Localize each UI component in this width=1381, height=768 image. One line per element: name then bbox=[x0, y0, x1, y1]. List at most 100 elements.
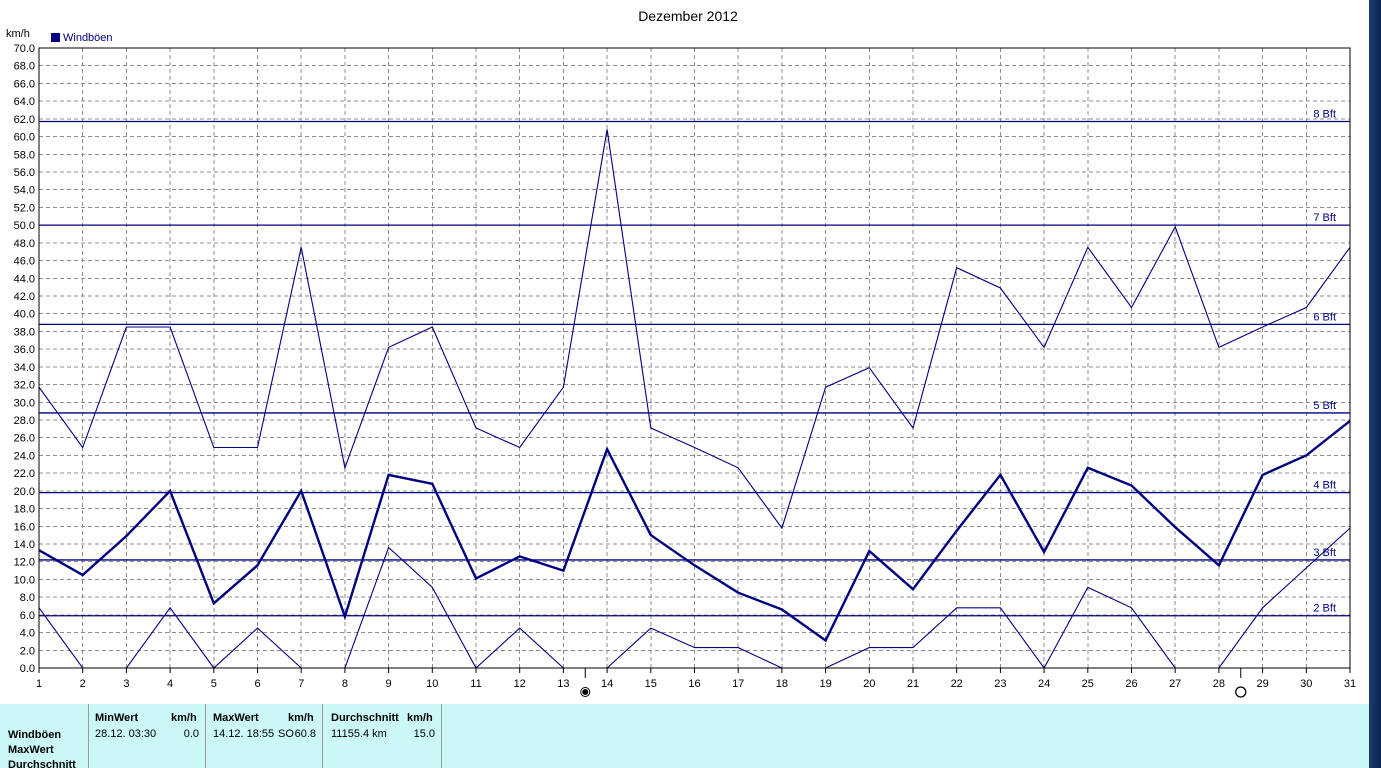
x-tick-label: 7 bbox=[298, 678, 304, 690]
y-tick-label: 40.0 bbox=[14, 309, 35, 321]
x-tick-label: 1 bbox=[36, 678, 42, 690]
legend: Windböen bbox=[51, 32, 113, 44]
max-unit: km/h bbox=[288, 712, 314, 724]
x-tick-label: 26 bbox=[1125, 678, 1137, 690]
y-tick-label: 34.0 bbox=[14, 362, 35, 374]
x-tick-label: 9 bbox=[386, 678, 392, 690]
x-tick-label: 31 bbox=[1344, 678, 1356, 690]
x-tick-label: 19 bbox=[819, 678, 831, 690]
x-tick-label: 28 bbox=[1213, 678, 1225, 690]
beaufort-label: 6 Bft bbox=[1313, 311, 1336, 323]
stats-row-labels: Windböen MaxWert Durchschnitt bbox=[8, 728, 76, 768]
avg-header: Durchschnitt bbox=[331, 712, 399, 724]
x-tick-label: 11 bbox=[470, 678, 481, 690]
series-line-average bbox=[38, 419, 1351, 643]
y-tick-label: 58.0 bbox=[14, 149, 35, 161]
x-tick-label: 8 bbox=[342, 678, 348, 690]
y-tick-label: 52.0 bbox=[14, 202, 35, 214]
moon-phases bbox=[580, 668, 1247, 698]
y-tick-label: 38.0 bbox=[14, 326, 35, 338]
y-tick-label: 66.0 bbox=[14, 78, 35, 90]
avg-unit: km/h bbox=[407, 712, 433, 724]
y-tick-label: 6.0 bbox=[20, 610, 35, 622]
max-when: 14.12. 18:55 bbox=[213, 728, 275, 740]
y-tick-label: 24.0 bbox=[14, 450, 35, 462]
legend-swatch bbox=[51, 33, 60, 42]
avg-distance: 11155.4 km bbox=[331, 728, 387, 740]
new-moon-icon-core bbox=[582, 689, 589, 695]
x-tick-label: 25 bbox=[1082, 678, 1094, 690]
y-tick-label: 20.0 bbox=[14, 486, 35, 498]
beaufort-label: 2 Bft bbox=[1313, 603, 1336, 615]
max-column: MaxWert km/h 14.12. 18:55 SO 60.8 bbox=[205, 704, 322, 768]
x-tick-label: 14 bbox=[601, 678, 613, 690]
beaufort-label: 8 Bft bbox=[1313, 109, 1336, 121]
y-tick-label: 42.0 bbox=[14, 291, 35, 303]
x-tick-label: 4 bbox=[167, 678, 173, 690]
y-tick-label: 14.0 bbox=[14, 539, 35, 551]
y-tick-label: 64.0 bbox=[14, 96, 35, 108]
min-unit: km/h bbox=[171, 712, 197, 724]
x-tick-label: 12 bbox=[514, 678, 526, 690]
y-tick-label: 44.0 bbox=[14, 273, 35, 285]
x-tick-label: 23 bbox=[994, 678, 1006, 690]
y-tick-label: 50.0 bbox=[14, 220, 35, 232]
beaufort-label: 4 Bft bbox=[1313, 480, 1336, 492]
legend-label: Windböen bbox=[63, 32, 113, 44]
y-tick-label: 46.0 bbox=[14, 256, 35, 268]
min-value: 0.0 bbox=[183, 728, 199, 740]
x-tick-label: 16 bbox=[688, 678, 700, 690]
grid bbox=[39, 48, 1350, 668]
full-moon-icon bbox=[1235, 686, 1247, 698]
x-tick-label: 18 bbox=[776, 678, 788, 690]
y-axis-ticks: 0.0 2.0 4.0 6.0 8.0 10.0 12.0 14.0 16.0 18.0 20.0 2… bbox=[14, 43, 35, 675]
x-tick-label: 27 bbox=[1169, 678, 1181, 690]
y-tick-label: 28.0 bbox=[14, 415, 35, 427]
series-line-min bbox=[38, 527, 1351, 670]
y-tick-label: 4.0 bbox=[20, 628, 35, 640]
row-label-gusts: Windböen bbox=[8, 729, 62, 741]
y-tick-label: 54.0 bbox=[14, 185, 35, 197]
y-tick-label: 0.0 bbox=[20, 663, 35, 675]
max-value: 60.8 bbox=[294, 728, 316, 740]
max-header: MaxWert bbox=[213, 712, 259, 724]
series-lines bbox=[38, 129, 1351, 670]
y-tick-label: 16.0 bbox=[14, 521, 35, 533]
stats-panel: Windböen MaxWert Durchschnitt MinWert km… bbox=[0, 704, 1369, 768]
y-tick-label: 26.0 bbox=[14, 433, 35, 445]
max-direction: SO bbox=[278, 728, 294, 740]
y-tick-label: 48.0 bbox=[14, 238, 35, 250]
beaufort-label: 3 Bft bbox=[1313, 547, 1336, 559]
y-tick-label: 2.0 bbox=[20, 645, 35, 657]
beaufort-label: 5 Bft bbox=[1313, 400, 1336, 412]
min-column: MinWert km/h 28.12. 03:30 0.0 bbox=[88, 704, 205, 768]
chart-title: Dezember 2012 bbox=[638, 8, 738, 24]
y-tick-label: 8.0 bbox=[20, 592, 35, 604]
y-axis-unit: km/h bbox=[6, 28, 30, 40]
min-when: 28.12. 03:30 bbox=[95, 728, 157, 740]
wind-gust-chart: Dezember 2012 km/h Windböen 0.0 2.0 4.0 6.0… bbox=[6, 8, 1356, 698]
x-tick-label: 24 bbox=[1038, 678, 1050, 690]
row-label-avg: Durchschnitt bbox=[8, 759, 76, 768]
x-tick-label: 20 bbox=[863, 678, 875, 690]
y-tick-label: 36.0 bbox=[14, 344, 35, 356]
y-tick-label: 56.0 bbox=[14, 167, 35, 179]
x-tick-label: 13 bbox=[557, 678, 569, 690]
x-tick-label: 2 bbox=[80, 678, 86, 690]
x-tick-label: 10 bbox=[426, 678, 438, 690]
x-tick-label: 5 bbox=[211, 678, 217, 690]
y-tick-label: 60.0 bbox=[14, 132, 35, 144]
beaufort-label: 7 Bft bbox=[1313, 212, 1336, 224]
y-tick-label: 22.0 bbox=[14, 468, 35, 480]
x-tick-label: 21 bbox=[907, 678, 919, 690]
x-tick-label: 6 bbox=[254, 678, 260, 690]
min-header: MinWert bbox=[95, 712, 139, 724]
plot-frame bbox=[38, 47, 1351, 669]
y-tick-label: 70.0 bbox=[14, 43, 35, 55]
x-tick-label: 3 bbox=[123, 678, 129, 690]
y-tick-label: 10.0 bbox=[14, 574, 35, 586]
y-tick-label: 68.0 bbox=[14, 61, 35, 73]
x-tick-label: 17 bbox=[732, 678, 744, 690]
avg-value: 15.0 bbox=[413, 728, 435, 740]
y-tick-label: 12.0 bbox=[14, 557, 35, 569]
